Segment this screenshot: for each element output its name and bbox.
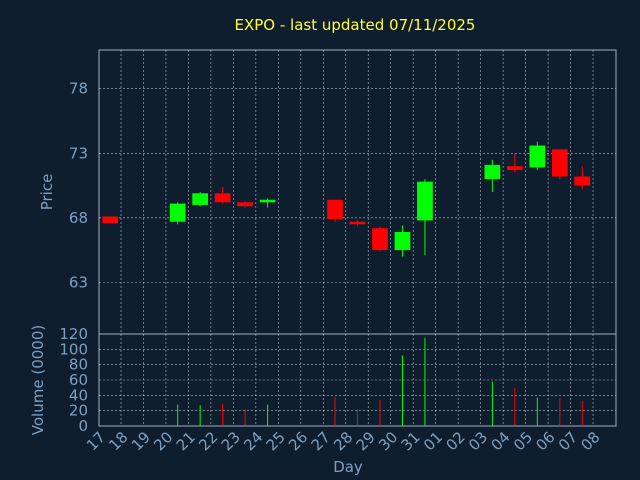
volume-tick-label: 80 bbox=[69, 356, 88, 374]
candle-body bbox=[372, 228, 388, 251]
candle-body bbox=[237, 202, 253, 207]
x-axis-label: Day bbox=[333, 458, 363, 476]
volume-tick-label: 20 bbox=[69, 402, 88, 420]
price-tick-label: 63 bbox=[69, 273, 88, 291]
candle-body bbox=[327, 199, 343, 220]
price-tick-label: 78 bbox=[69, 80, 88, 98]
price-tick-label: 68 bbox=[69, 209, 88, 227]
volume-tick-label: 40 bbox=[69, 386, 88, 404]
candle-body bbox=[484, 164, 501, 180]
volume-tick-label: 60 bbox=[69, 371, 88, 389]
price-axis-label: Price bbox=[38, 174, 56, 211]
volume-tick-label: 120 bbox=[59, 325, 88, 343]
volume-axis-label: Volume (0000) bbox=[29, 325, 47, 435]
volume-panel: 1718192021222324252627282930310102030405… bbox=[59, 325, 617, 454]
candle-body bbox=[214, 193, 231, 203]
chart-title: EXPO - last updated 07/11/2025 bbox=[235, 16, 476, 34]
candle-body bbox=[169, 203, 186, 222]
candle-body bbox=[506, 166, 523, 171]
volume-tick-label: 0 bbox=[78, 417, 88, 435]
candle-body bbox=[349, 221, 366, 225]
candle-body bbox=[259, 199, 276, 203]
candle-body bbox=[529, 145, 546, 168]
candle-body bbox=[102, 216, 119, 223]
price-panel: 63 68 73 78 bbox=[69, 49, 617, 335]
price-tick-label: 73 bbox=[69, 144, 88, 162]
price-plot-frame bbox=[98, 49, 617, 335]
candle-body bbox=[551, 149, 568, 177]
candle-body bbox=[192, 193, 209, 205]
candle-body bbox=[574, 176, 591, 186]
candle-body bbox=[394, 232, 411, 251]
candle-body bbox=[417, 181, 433, 221]
volume-tick-label: 100 bbox=[59, 340, 88, 358]
x-tick-label: 08 bbox=[577, 428, 603, 454]
